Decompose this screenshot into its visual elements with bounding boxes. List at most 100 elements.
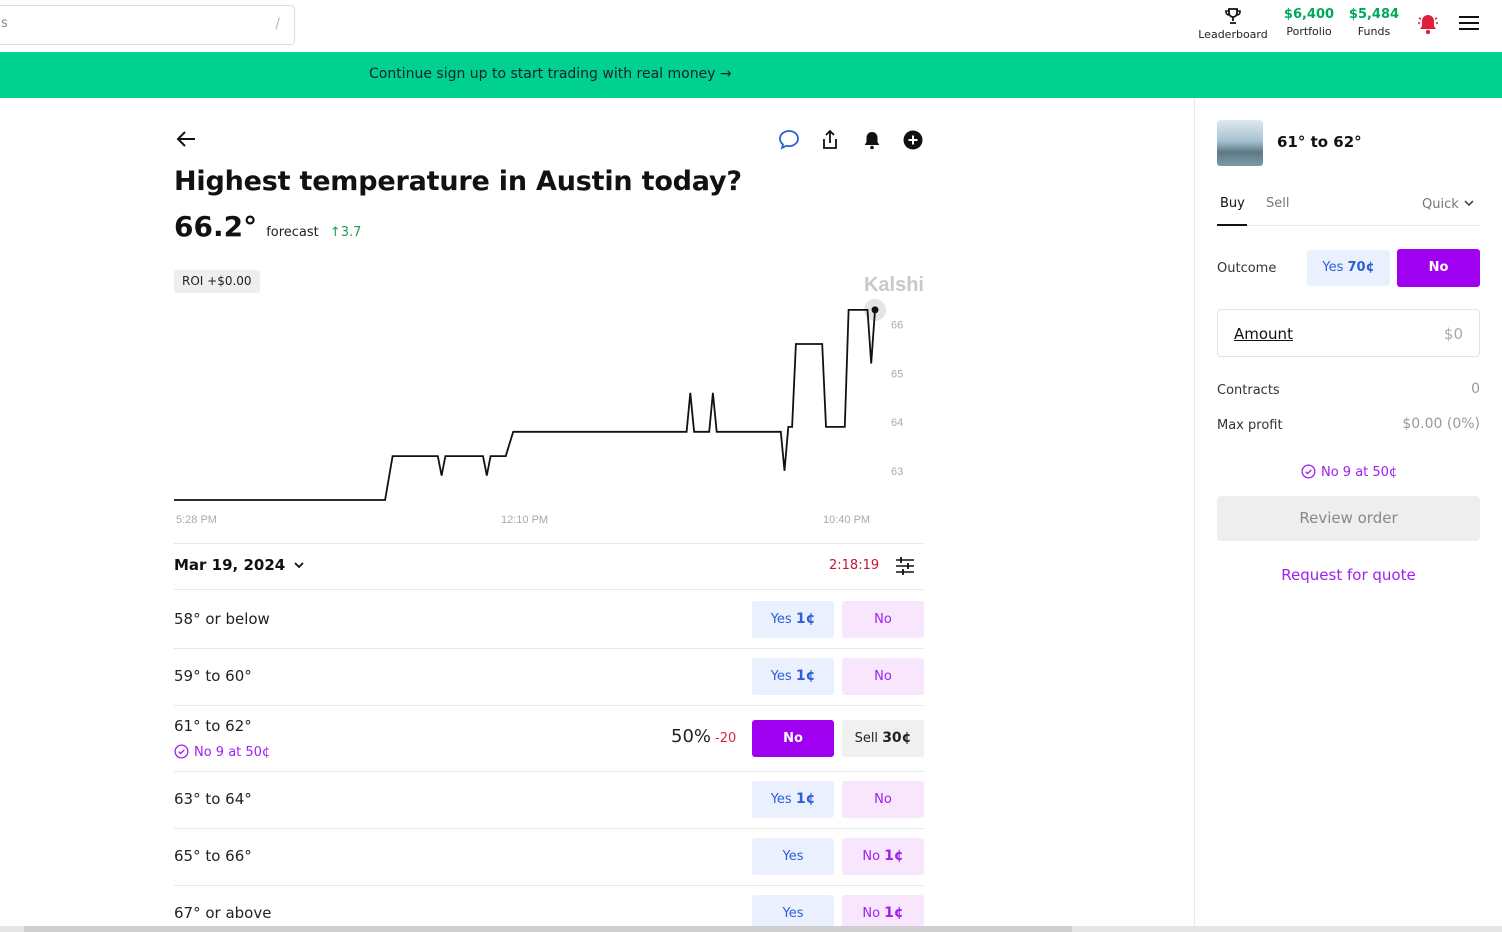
forecast-label: forecast [266, 225, 319, 240]
order-panel-title: 61° to 62° [1277, 133, 1362, 151]
hamburger-menu-icon[interactable] [1459, 16, 1479, 32]
tab-active-indicator [1217, 224, 1247, 226]
buy-no-button[interactable]: No [842, 658, 924, 695]
roi-badge: ROI +$0.00 [174, 270, 260, 293]
tab-sell[interactable]: Sell [1266, 196, 1290, 211]
buy-yes-button[interactable]: Yes 1¢ [752, 781, 834, 818]
contracts-value: 0 [1471, 381, 1480, 397]
order-panel [1194, 98, 1502, 932]
portfolio-label: Portfolio [1286, 25, 1332, 38]
divider [174, 589, 924, 590]
forecast-value: 66.2° [174, 210, 258, 243]
back-arrow-icon[interactable] [175, 129, 197, 149]
horizontal-scrollbar[interactable] [0, 926, 1502, 932]
signup-banner-text[interactable]: Continue sign up to start trading with r… [369, 66, 732, 82]
tab-buy[interactable]: Buy [1220, 196, 1245, 211]
order-mode-label: Quick [1422, 197, 1459, 212]
divider [174, 828, 924, 829]
buy-yes-button[interactable]: Yes 1¢ [752, 658, 834, 695]
divider [174, 648, 924, 649]
trophy-icon [1198, 6, 1268, 28]
funds-link[interactable]: $5,484 Funds [1347, 7, 1401, 41]
funds-label: Funds [1357, 25, 1391, 38]
y-tick-label: 64 [891, 417, 903, 429]
search-shortcut: / [275, 16, 280, 32]
forecast-change: ↑3.7 [329, 225, 362, 240]
outcome-row: 67° or above Yes No 1¢ [174, 895, 924, 926]
divider [174, 885, 924, 886]
request-quote-link[interactable]: Request for quote [1281, 566, 1416, 584]
chevron-down-icon [294, 562, 305, 569]
portfolio-link[interactable]: $6,400 Portfolio [1282, 7, 1336, 41]
buy-no-button-selected[interactable]: No [752, 720, 834, 757]
forecast-chart[interactable]: Kalshi 63 64 65 66 5:28 PM 12:10 PM 10:40 PM [170, 265, 930, 535]
forecast-line [174, 309, 876, 501]
amount-value: $0 [1443, 325, 1463, 343]
divider [174, 543, 924, 544]
outcome-yes-button[interactable]: Yes 70¢ [1307, 250, 1390, 286]
outcome-label: 58° or below [174, 610, 270, 628]
funds-value: $5,484 [1348, 7, 1400, 22]
share-icon[interactable] [818, 128, 842, 152]
position-note: No 9 at 50¢ [1301, 464, 1397, 480]
search-input[interactable]: s / [0, 5, 295, 45]
amount-input[interactable]: Amount $0 [1217, 309, 1480, 357]
divider [174, 771, 924, 772]
buy-no-button[interactable]: No [842, 601, 924, 638]
buy-yes-button[interactable]: Yes [752, 838, 834, 875]
alert-bell-icon[interactable] [860, 128, 884, 152]
date-selector[interactable]: Mar 19, 2024 [174, 556, 305, 574]
buy-no-button[interactable]: No [842, 781, 924, 818]
y-tick-label: 66 [891, 320, 903, 332]
market-title: Highest temperature in Austin today? [174, 166, 742, 197]
check-circle-icon [174, 744, 189, 759]
sell-button[interactable]: Sell 30¢ [842, 720, 924, 757]
chevron-down-icon [1464, 200, 1474, 207]
position-note: No 9 at 50¢ [174, 744, 270, 760]
max-profit-label: Max profit [1217, 418, 1283, 433]
x-tick-label: 5:28 PM [176, 514, 217, 526]
buy-no-button[interactable]: No 1¢ [842, 895, 924, 926]
notifications-bell-icon[interactable] [1417, 12, 1439, 36]
contracts-label: Contracts [1217, 383, 1280, 398]
y-tick-label: 63 [891, 466, 903, 478]
filter-sliders-icon[interactable] [894, 556, 916, 576]
outcome-label: 67° or above [174, 904, 272, 922]
outcome-label: 63° to 64° [174, 790, 252, 808]
outcome-label: 65° to 66° [174, 847, 252, 865]
market-thumbnail [1217, 120, 1263, 166]
amount-label: Amount [1234, 325, 1293, 343]
max-profit-value: $0.00 (0%) [1402, 416, 1480, 432]
leaderboard-link[interactable]: Leaderboard [1198, 6, 1268, 41]
check-circle-icon [1301, 464, 1316, 479]
probability-change: -20 [715, 731, 737, 746]
outcome-label: Outcome [1217, 261, 1277, 276]
outcome-label: 59° to 60° [174, 667, 252, 685]
review-order-button[interactable]: Review order [1217, 496, 1480, 541]
x-tick-label: 12:10 PM [501, 514, 548, 526]
outcome-label: 61° to 62° [174, 717, 252, 735]
chart-watermark: Kalshi [864, 274, 924, 296]
search-text: s [1, 16, 8, 31]
outcome-row-selected: 61° to 62° No 9 at 50¢ 50% -20 No Sell 30… [174, 712, 924, 772]
outcome-row: 59° to 60° Yes 1¢ No [174, 658, 924, 706]
buy-yes-button[interactable]: Yes 1¢ [752, 601, 834, 638]
current-point [871, 306, 879, 314]
comments-icon[interactable] [777, 128, 801, 152]
add-watchlist-icon[interactable] [901, 128, 925, 152]
scrollbar-thumb[interactable] [24, 926, 1072, 932]
order-mode-dropdown[interactable]: Quick [1422, 197, 1475, 212]
outcome-probability: 50% -20 [671, 726, 737, 747]
countdown-timer: 2:18:19 [829, 558, 880, 573]
outcome-row: 65° to 66° Yes No 1¢ [174, 838, 924, 886]
tab-divider [1217, 225, 1480, 226]
date-label: Mar 19, 2024 [174, 556, 286, 574]
divider [174, 705, 924, 706]
outcome-no-button[interactable]: No [1397, 249, 1480, 287]
signup-banner[interactable]: Continue sign up to start trading with r… [0, 52, 1502, 98]
buy-yes-button[interactable]: Yes [752, 895, 834, 926]
y-tick-label: 65 [891, 368, 903, 380]
buy-no-button[interactable]: No 1¢ [842, 838, 924, 875]
top-header: s / Leaderboard $6,400 Portfolio $5,484 … [0, 0, 1502, 52]
forecast-summary: 66.2° forecast ↑3.7 [174, 210, 361, 243]
